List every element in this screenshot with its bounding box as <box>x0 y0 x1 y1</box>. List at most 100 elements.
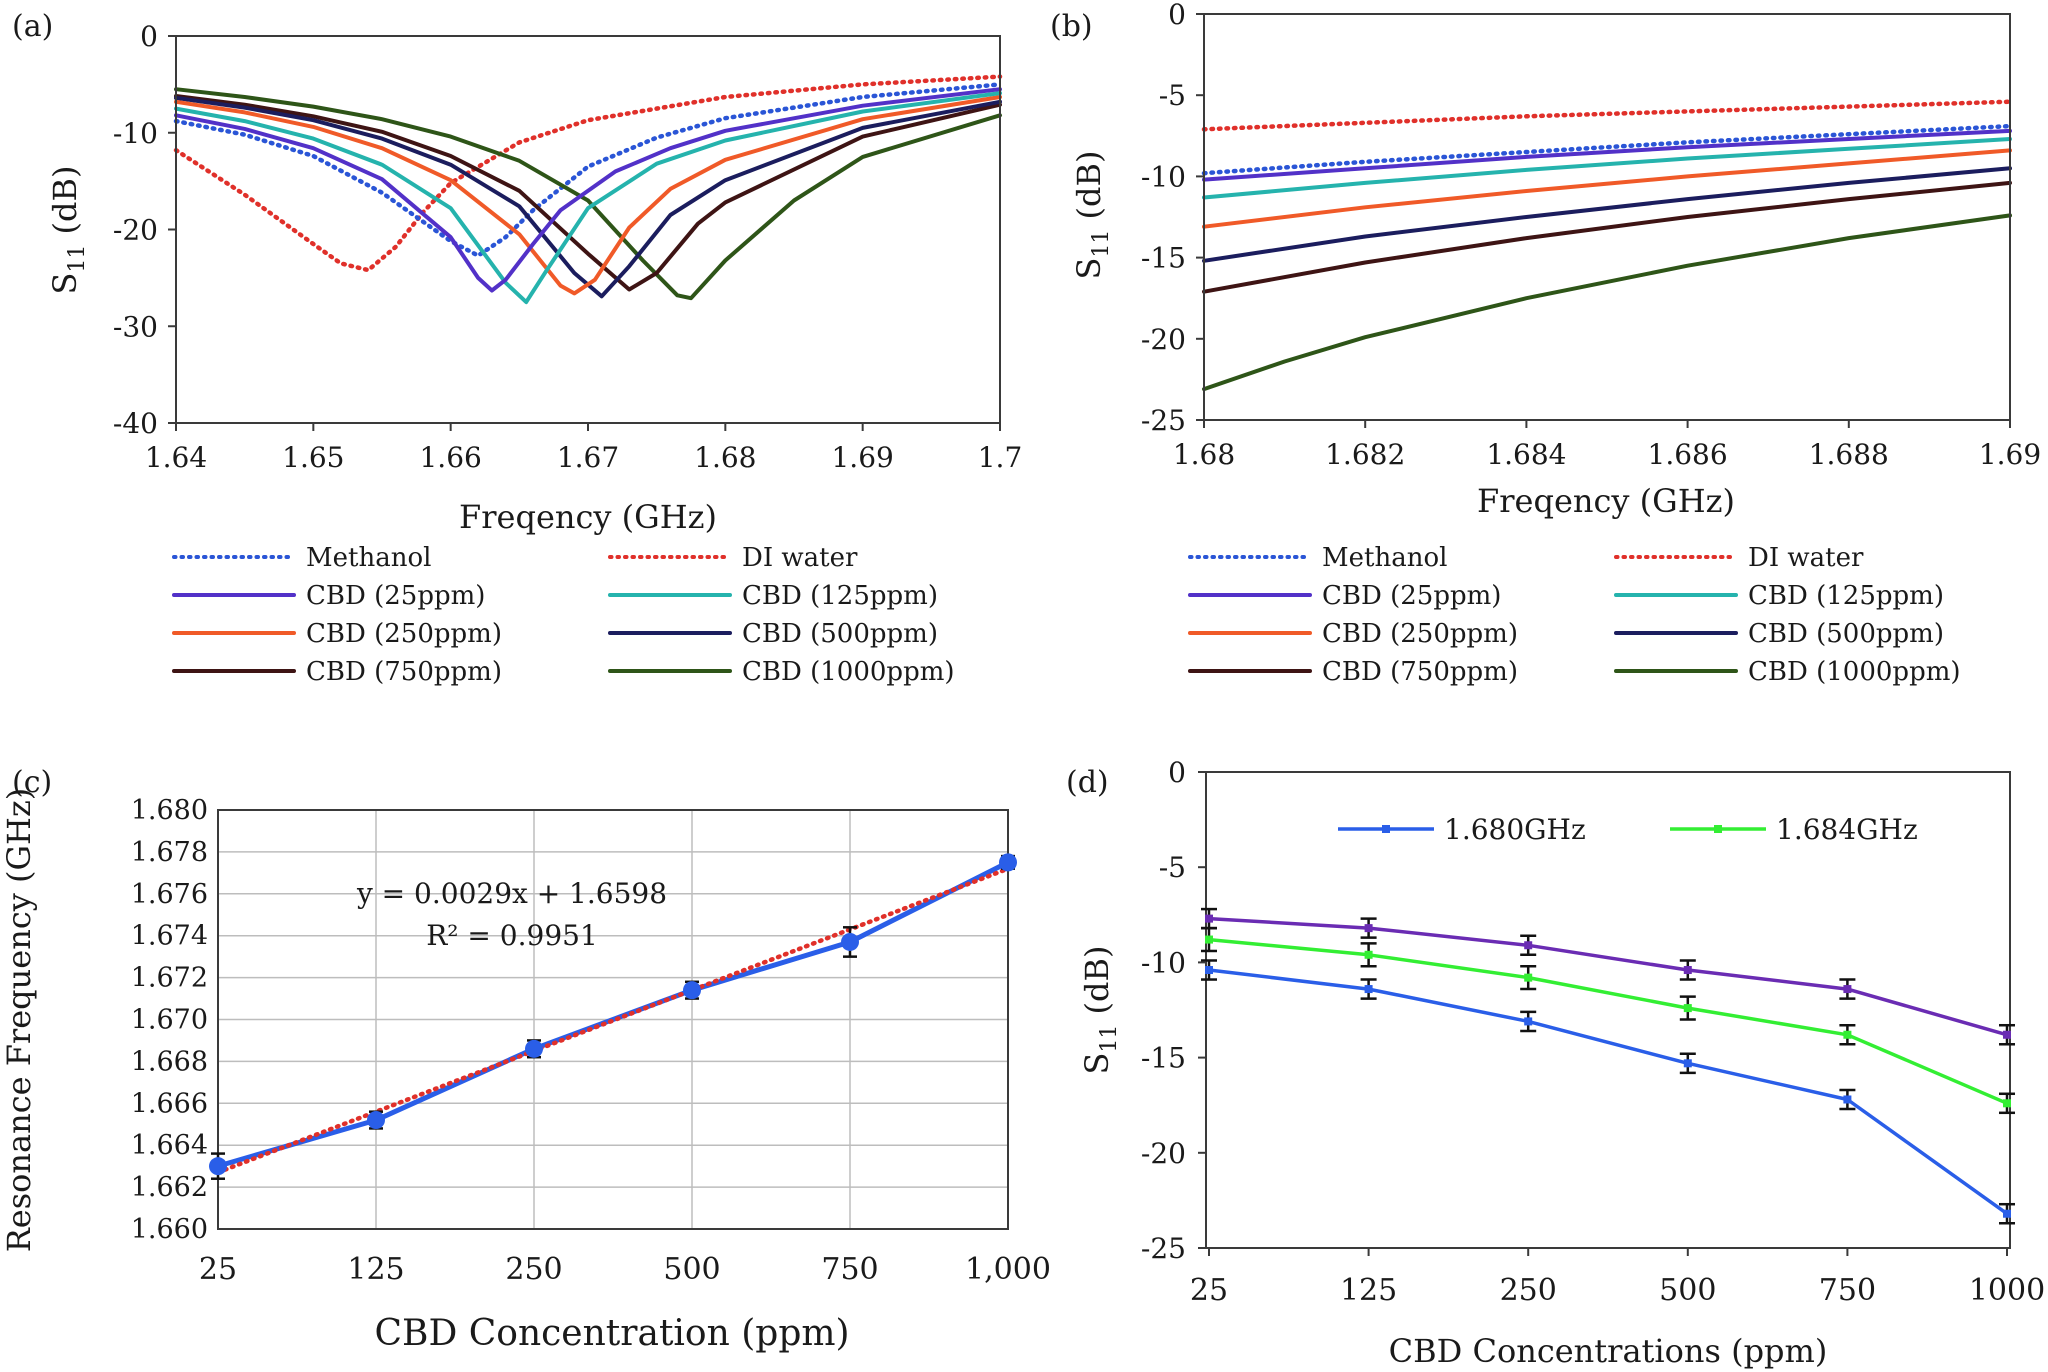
panel-b-legend-label: CBD (250ppm) <box>1322 619 1518 649</box>
panel-a-x-tick-label: 1.66 <box>419 441 481 474</box>
panel-b-series-line <box>1202 148 2012 229</box>
panel-c-y-tick-label: 1.680 <box>131 795 208 826</box>
panel-c-x-tick-label: 125 <box>347 1252 404 1287</box>
panel-a-x-tick-label: 1.7 <box>978 441 1023 474</box>
panel-a-x-ticks: 1.64 1.65 1.66 1.67 1.68 1.69 1.7 <box>145 423 1022 474</box>
panel-d-plot-frame <box>1205 771 2011 1249</box>
panel-a-x-tick-label: 1.69 <box>831 441 893 474</box>
panel-c-y-ticks: 1.660 1.662 1.664 1.666 1.668 1.670 1.672 1.674… <box>131 795 208 1245</box>
panel-d-x-tick-label: 1000 <box>1969 1273 2045 1308</box>
panel-a-legend-label: CBD (125ppm) <box>742 581 938 611</box>
panel-d-x-tick-label: 25 <box>1190 1273 1228 1308</box>
panel-b-legend-label: CBD (125ppm) <box>1748 581 1944 611</box>
panel-d: (d) 0 -5 -10 -15 -20 -25 25 125 250 500 750 1000 C… <box>1066 756 2045 1370</box>
panel-d-data-point <box>1843 1030 1852 1039</box>
panel-b-series-line <box>1201 99 2013 132</box>
panel-b-y-tick-label: -20 <box>1141 323 1186 356</box>
panel-b-legend-label: CBD (1000ppm) <box>1748 657 1961 687</box>
panel-c-y-tick-label: 1.660 <box>131 1214 208 1245</box>
panel-a-legend-label: DI water <box>742 543 858 573</box>
panel-c-grid <box>218 810 1008 1229</box>
panel-c-x-axis-title: CBD Concentration (ppm) <box>374 1313 849 1354</box>
panel-d-data-point <box>1205 966 1213 975</box>
panel-a-y-axis-title: S11 (dB) <box>46 165 90 294</box>
panel-b-series <box>1201 99 2013 392</box>
panel-b-legend-label: DI water <box>1748 543 1864 573</box>
panel-b-y-ticks: 0 -5 -10 -15 -20 -25 <box>1141 0 1204 437</box>
panel-c-r-squared: R² = 0.9951 <box>426 919 598 952</box>
panel-a-y-tick-label: -30 <box>113 310 158 343</box>
panel-c-y-tick-label: 1.664 <box>131 1130 208 1161</box>
panel-a-series-line <box>173 82 1003 258</box>
panel-d-y-ticks: 0 -5 -10 -15 -20 -25 <box>1141 756 1206 1265</box>
panel-c-x-ticks: 25 125 250 500 750 1,000 <box>199 1252 1051 1287</box>
panel-b-x-tick-label: 1.684 <box>1486 438 1566 471</box>
panel-b-x-tick-label: 1.682 <box>1325 438 1405 471</box>
panel-c-fit-line <box>215 866 1011 1175</box>
panel-d-x-tick-label: 750 <box>1819 1273 1876 1308</box>
panel-b-x-tick-label: 1.686 <box>1648 438 1728 471</box>
panel-c-y-tick-label: 1.666 <box>131 1088 208 1119</box>
panel-d-y-tick-label: 0 <box>1168 756 1186 789</box>
panel-d-data-point <box>1683 1059 1692 1068</box>
panel-c-label: (c) <box>12 765 52 800</box>
panel-d-series-line <box>1207 916 2009 1037</box>
panel-c-x-tick-label: 1,000 <box>965 1252 1051 1287</box>
panel-a-legend-label: CBD (1000ppm) <box>742 657 955 687</box>
panel-d-data-point <box>1364 985 1373 994</box>
panel-a-series-line <box>174 91 1002 305</box>
panel-d-data-point <box>1364 924 1373 933</box>
panel-d-legend-label: 1.680GHz <box>1444 813 1586 846</box>
panel-d-y-tick-label: -20 <box>1141 1137 1186 1170</box>
panel-c-fit-equation: y = 0.0029x + 1.6598 <box>356 877 667 910</box>
panel-d-data-point <box>2003 1209 2011 1218</box>
panel-b-y-tick-label: -10 <box>1141 160 1186 193</box>
panel-a-legend-label: CBD (250ppm) <box>306 619 502 649</box>
panel-d-data-point <box>1205 935 1213 944</box>
panel-d-data-point <box>1524 1017 1533 1026</box>
panel-b-plot-frame <box>1203 13 2011 421</box>
panel-d-y-tick-label: -10 <box>1141 946 1186 979</box>
panel-a-label: (a) <box>12 9 53 44</box>
panel-c-data-point <box>209 1157 227 1176</box>
panel-a-y-tick-label: -40 <box>113 407 158 440</box>
panel-c-y-tick-label: 1.674 <box>131 921 208 952</box>
panel-c-x-tick-label: 750 <box>821 1252 878 1287</box>
panel-d-legend-marker <box>1714 825 1722 833</box>
panel-a-series-line <box>174 95 1002 299</box>
panel-d-data-point <box>1524 941 1533 950</box>
panel-b-series-line <box>1202 128 2012 182</box>
panel-b-label: (b) <box>1050 9 1093 44</box>
panel-d-series-line <box>1207 968 2009 1216</box>
panel-b-y-axis-title: S11 (dB) <box>1070 150 1114 279</box>
panel-a-y-tick-label: 0 <box>140 20 158 53</box>
panel-d-data-point <box>1843 985 1852 994</box>
panel-d-x-axis-title: CBD Concentrations (ppm) <box>1389 1332 1828 1370</box>
panel-a-legend-label: CBD (25ppm) <box>306 581 485 611</box>
panel-b-x-ticks: 1.68 1.682 1.684 1.686 1.688 1.69 <box>1173 420 2041 471</box>
panel-c-y-tick-label: 1.676 <box>131 879 208 910</box>
panel-d-y-tick-label: -5 <box>1159 851 1186 884</box>
panel-c-x-tick-label: 250 <box>505 1252 562 1287</box>
panel-c-data-point <box>999 853 1017 872</box>
panel-b-x-tick-label: 1.69 <box>1979 438 2041 471</box>
panel-b-series-line <box>1202 137 2012 200</box>
panel-a-legend-label: CBD (750ppm) <box>306 657 502 687</box>
panel-d-label: (d) <box>1066 765 1109 800</box>
panel-a-x-tick-label: 1.68 <box>694 441 756 474</box>
panel-b-legend-label: CBD (25ppm) <box>1322 581 1501 611</box>
panel-b-x-tick-label: 1.688 <box>1809 438 1889 471</box>
panel-a-series <box>173 74 1003 305</box>
panel-d-series-line <box>1207 937 2009 1106</box>
panel-c-y-tick-label: 1.672 <box>131 963 208 994</box>
panel-b: (b) 0-5-10-15-20-25 1.68 1.682 1.684 1.686 1… <box>1050 0 2041 687</box>
panel-d-x-tick-label: 500 <box>1659 1273 1716 1308</box>
panel-d-legend-marker <box>1382 825 1390 833</box>
panel-c-x-tick-label: 25 <box>199 1252 237 1287</box>
panel-b-series-line <box>1202 166 2012 263</box>
panel-b-y-tick-label: -5 <box>1159 79 1186 112</box>
panel-b-x-axis-title: Freqency (GHz) <box>1477 482 1735 520</box>
panel-d-data-point <box>1205 914 1213 923</box>
panel-b-legend-label: Methanol <box>1322 543 1447 573</box>
